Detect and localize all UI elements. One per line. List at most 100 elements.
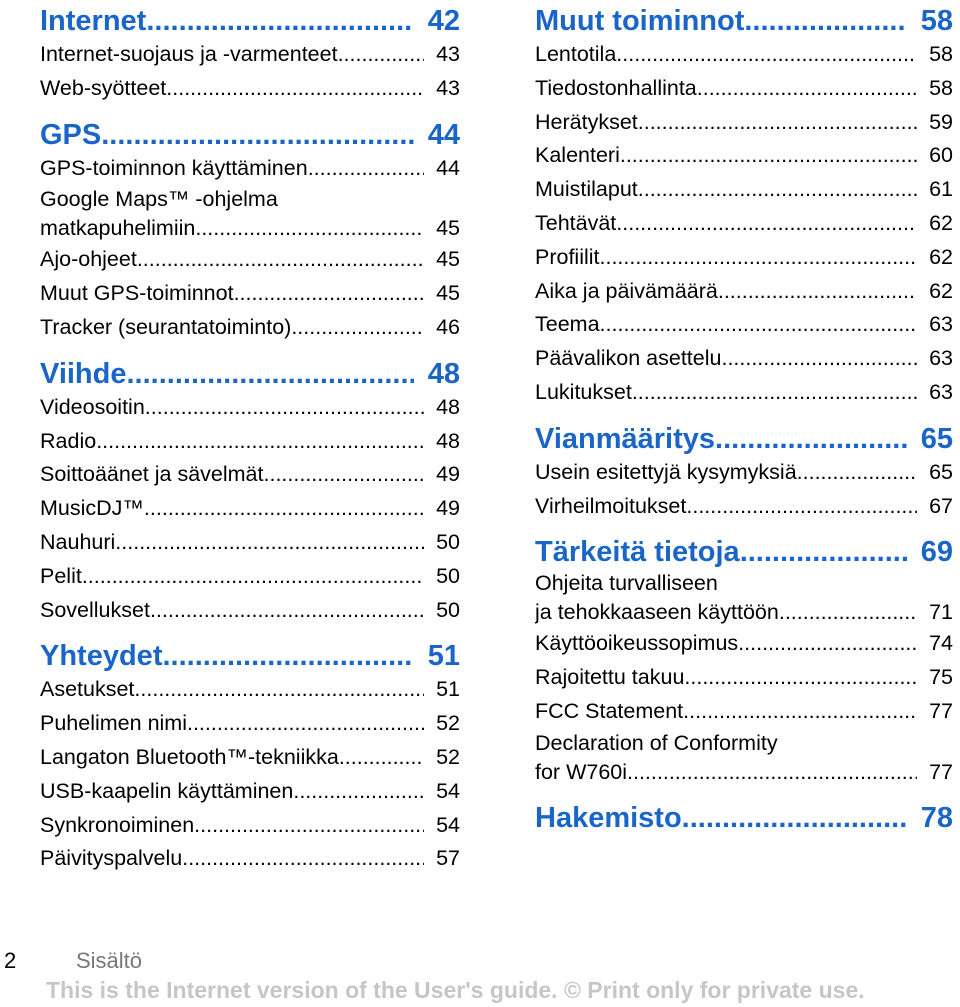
entry-page-number: 62: [929, 210, 953, 235]
dot-leader: [616, 38, 917, 72]
toc-entry[interactable]: Aika ja päivämäärä 62: [535, 275, 953, 309]
dot-leader: [194, 809, 424, 843]
entry-label: Internet-suojaus ja -varmenteet: [40, 42, 338, 66]
toc-entry[interactable]: Declaration of Conformity for W760i 77: [535, 729, 953, 787]
toc-entry[interactable]: Sovellukset 50: [40, 594, 460, 628]
entry-page-number: 67: [929, 493, 953, 518]
dot-leader: [144, 492, 424, 526]
entry-page-number: 65: [929, 459, 953, 484]
entry-label: for W760i: [535, 759, 628, 784]
entry-page-number: 49: [436, 462, 460, 487]
toc-section-vianmaaritys: Vianmääritys65Usein esitettyjä kysymyksi…: [535, 422, 953, 524]
section-title: Internet: [40, 5, 147, 37]
entry-label: Lentotila: [535, 42, 617, 66]
dot-leader: [166, 72, 424, 106]
entry-label: Käyttöoikeussopimus: [535, 631, 739, 656]
section-title: GPS: [40, 118, 102, 151]
toc-entry[interactable]: Radio 48: [40, 425, 460, 459]
entry-page-number: 52: [436, 744, 460, 769]
toc-entry[interactable]: Päivityspalvelu 57: [40, 842, 460, 876]
toc-entry[interactable]: Videosoitin 48: [40, 391, 460, 425]
toc-entry[interactable]: Päävalikon asettelu 63: [535, 342, 953, 376]
toc-entry[interactable]: Virheilmoitukset 67: [535, 490, 953, 524]
entry-label: GPS-toiminnon käyttäminen: [40, 155, 308, 180]
entry-page-number: 74: [929, 631, 953, 656]
entry-label: Nauhuri: [40, 529, 116, 554]
toc-section-yhteydet: Yhteydet51Asetukset51Puhelimen nimi52Lan…: [40, 639, 460, 876]
toc-entry[interactable]: Lentotila 58: [535, 38, 953, 72]
toc-entry[interactable]: Lukitukset 63: [535, 376, 953, 410]
toc-entry[interactable]: Web-syötteet 43: [40, 72, 460, 106]
toc-entry[interactable]: Tehtävät 62: [535, 207, 953, 241]
section-heading[interactable]: Tärkeitä tietoja 69: [535, 535, 953, 569]
toc-entry[interactable]: Teema 63: [535, 308, 953, 342]
section-heading[interactable]: Hakemisto 78: [535, 801, 953, 835]
section-page-number: 48: [427, 357, 460, 390]
toc-entry[interactable]: Tracker (seurantatoiminto) 46: [40, 311, 460, 345]
entry-label: Pelit: [40, 563, 82, 588]
entry-label: Tracker (seurantatoiminto): [40, 314, 292, 339]
toc-entry[interactable]: USB-kaapelin käyttäminen 54: [40, 775, 460, 809]
dot-leader: [638, 173, 917, 207]
toc-left-column: Internet42Internet-suojaus ja -varmentee…: [40, 0, 460, 876]
entry-page-number: 77: [929, 698, 953, 723]
toc-entry[interactable]: Puhelimen nimi 52: [40, 707, 460, 741]
entry-label: Teema: [535, 312, 600, 337]
toc-entry[interactable]: Ohjeita turvalliseen ja tehokkaaseen käyt…: [535, 569, 953, 627]
dot-leader: [632, 376, 917, 410]
dot-leader: [291, 311, 424, 345]
entry-label: Lukitukset: [535, 379, 632, 404]
toc-entry[interactable]: Internet-suojaus ja -varmenteet 43: [40, 38, 460, 72]
dot-leader: [683, 695, 917, 729]
toc-entry[interactable]: Muistilaput 61: [535, 173, 953, 207]
section-heading[interactable]: Vianmääritys 65: [535, 422, 953, 456]
entry-page-number: 50: [436, 597, 460, 622]
toc-entry[interactable]: Kalenteri 60: [535, 139, 953, 173]
toc-entry[interactable]: Google Maps™ -ohjelma matkapuhelimiin 45: [40, 185, 460, 243]
section-heading[interactable]: Yhteydet 51: [40, 639, 460, 673]
entry-page-number: 50: [436, 563, 460, 588]
toc-section-tarkeita-tietoja: Tärkeitä tietoja 69 Ohjeita turvalliseen ja…: [535, 535, 953, 786]
entry-label: Tiedostonhallinta: [535, 75, 697, 100]
entry-page-number: 48: [436, 428, 460, 453]
toc-entry[interactable]: Soittoäänet ja sävelmät 49: [40, 458, 460, 492]
section-heading[interactable]: GPS 44: [40, 118, 460, 152]
toc-entry[interactable]: FCC Statement 77: [535, 695, 953, 729]
toc-entry[interactable]: Käyttöoikeussopimus 74: [535, 627, 953, 661]
entry-label: Videosoitin: [40, 394, 145, 419]
toc-right-column: Muut toiminnot58Lentotila58Tiedostonhall…: [535, 0, 953, 835]
toc-entry[interactable]: Usein esitettyjä kysymyksiä 65: [535, 456, 953, 490]
toc-entry[interactable]: Muut GPS-toiminnot 45: [40, 277, 460, 311]
toc-entry[interactable]: Langaton Bluetooth™-tekniikka 52: [40, 741, 460, 775]
toc-entry[interactable]: Rajoitettu takuu 75: [535, 661, 953, 695]
toc-entry[interactable]: Ajo-ohjeet 45: [40, 243, 460, 277]
toc-section-gps: GPS 44 GPS-toiminnon käyttäminen 44 Google M…: [40, 118, 460, 345]
toc-entry[interactable]: Synkronoiminen 54: [40, 809, 460, 843]
toc-entry[interactable]: MusicDJ™ 49: [40, 492, 460, 526]
entry-page-number: 63: [929, 312, 953, 337]
entry-page-number: 45: [436, 281, 460, 306]
entry-page-number: 62: [929, 278, 953, 303]
dot-leader: [797, 456, 917, 490]
entry-page-number: 45: [436, 247, 460, 272]
toc-entry[interactable]: Herätykset 59: [535, 106, 953, 140]
section-label: Sisältö: [76, 948, 143, 973]
dot-leader: [293, 775, 424, 809]
dot-leader: [187, 707, 424, 741]
entry-page-number: 58: [929, 75, 953, 100]
toc-section-internet: Internet42Internet-suojaus ja -varmentee…: [40, 4, 460, 106]
toc-entry[interactable]: GPS-toiminnon käyttäminen 44: [40, 152, 460, 186]
entry-label: Päivityspalvelu: [40, 846, 183, 871]
section-heading[interactable]: Viihde 48: [40, 357, 460, 391]
toc-entry[interactable]: Nauhuri 50: [40, 526, 460, 560]
entry-label: Muistilaput: [535, 177, 638, 202]
entry-label: Asetukset: [40, 677, 135, 702]
entry-page-number: 77: [929, 759, 953, 784]
dot-leader: [339, 741, 424, 775]
toc-entry[interactable]: Asetukset 51: [40, 673, 460, 707]
toc-entry[interactable]: Profiilit 62: [535, 241, 953, 275]
section-heading[interactable]: Muut toiminnot 58: [535, 4, 953, 38]
toc-entry[interactable]: Tiedostonhallinta 58: [535, 72, 953, 106]
section-heading[interactable]: Internet 42: [40, 4, 460, 38]
toc-entry[interactable]: Pelit 50: [40, 560, 460, 594]
